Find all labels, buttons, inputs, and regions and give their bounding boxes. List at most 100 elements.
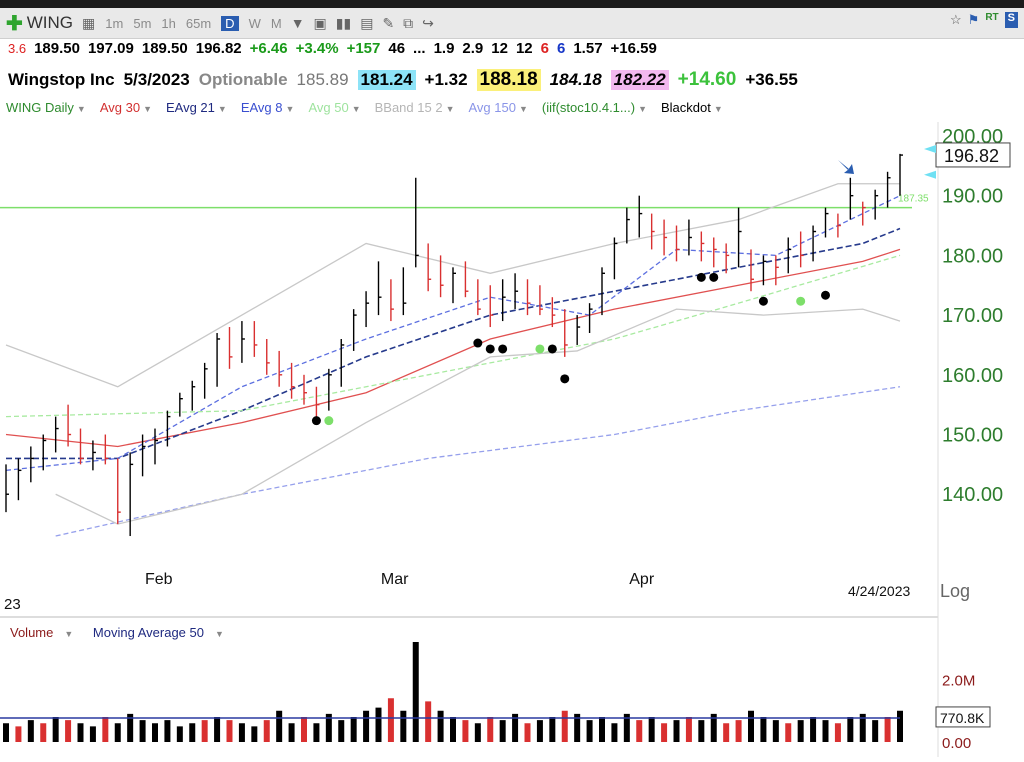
indicator-legend-item[interactable]: Avg 30 ▼ <box>100 100 159 115</box>
chevron-down-icon[interactable]: ▼ <box>76 104 86 114</box>
quote-value: 12 <box>491 40 508 57</box>
add-icon[interactable]: ✚ <box>6 12 23 35</box>
volume-bar <box>884 717 891 742</box>
pencil-icon[interactable]: ✎ <box>382 14 395 31</box>
chevron-down-icon[interactable]: ▼ <box>217 104 227 114</box>
volume-bar <box>189 723 196 742</box>
arrow-icon[interactable]: ↪ <box>422 14 434 31</box>
volume-bar <box>685 717 692 742</box>
last-price-label: 196.82 <box>944 146 999 166</box>
s-badge[interactable]: S <box>1004 12 1018 28</box>
volume-bar <box>89 726 96 742</box>
volume-bar <box>561 710 568 742</box>
volume-bar <box>176 726 183 742</box>
quote-value: 1.57 <box>573 40 603 57</box>
indicator-legend-item[interactable]: Avg 150 ▼ <box>468 100 534 115</box>
volume-ma-value: 770.8K <box>940 710 985 726</box>
volume-bar <box>226 720 233 742</box>
timeframe-5m[interactable]: 5m <box>133 15 152 31</box>
symbol-box[interactable]: ✚ WING ▦ <box>6 11 95 36</box>
support-line-label: 187.35 <box>898 194 929 205</box>
x-left-label: 23 <box>4 596 21 613</box>
bar-chart-icon[interactable]: ▮▮ <box>335 14 352 31</box>
chevron-down-icon[interactable]: ▼ <box>143 104 152 114</box>
calendar-icon[interactable]: ▤ <box>360 14 374 31</box>
blackdot-marker <box>498 344 508 354</box>
volume-bar <box>698 720 705 742</box>
chevron-down-icon[interactable]: ▼ <box>214 629 224 639</box>
timeframe-daily[interactable]: D <box>221 15 239 31</box>
volume-bar <box>673 720 680 742</box>
tv-icon[interactable]: ▣ <box>313 14 327 31</box>
quote-value: +157 <box>346 40 381 57</box>
chevron-down-icon[interactable]: ▼ <box>285 104 295 114</box>
flag-icon[interactable]: ⚑ <box>967 12 980 27</box>
series-line-avg-30 <box>5 248 901 448</box>
blackdot-marker <box>560 374 570 384</box>
price-marker-icon <box>924 170 936 179</box>
timeframe-weekly[interactable]: W <box>248 15 261 31</box>
quote-value: 197.09 <box>87 40 134 57</box>
volume-bar <box>524 723 531 742</box>
y-tick-label: 150.00 <box>942 425 1003 447</box>
indicator-legend-item[interactable]: WING Daily ▼ <box>6 100 93 115</box>
quote-value: +3.4% <box>295 40 339 57</box>
y-tick-label: 180.00 <box>942 245 1003 267</box>
volume-ma-box <box>935 706 991 728</box>
volume-bar <box>288 723 295 742</box>
chevron-down-icon[interactable]: ▼ <box>713 104 723 114</box>
volume-bar <box>127 713 134 742</box>
volume-bar <box>201 720 208 742</box>
volume-bar <box>735 720 742 742</box>
indicator-label: (iif(stoc10.4.1...) <box>541 100 636 115</box>
quote-value: ... <box>413 40 426 57</box>
volume-bar <box>512 713 519 742</box>
share-icon[interactable]: ⧉ <box>403 14 414 31</box>
grid-icon[interactable]: ▦ <box>82 14 96 31</box>
timeframe-1m[interactable]: 1m <box>105 15 124 31</box>
y-tick-label: 190.00 <box>942 186 1003 208</box>
chevron-down-icon[interactable]: ▼ <box>445 104 455 114</box>
indicator-legend-item[interactable]: Blackdot ▼ <box>661 100 730 115</box>
chevron-down-icon[interactable]: ▼ <box>518 104 528 114</box>
timeframe-1h[interactable]: 1h <box>161 15 176 31</box>
indicator-legend-item[interactable]: Avg 50 ▼ <box>308 100 367 115</box>
volume-bar <box>251 726 258 742</box>
volume-bar <box>164 720 171 742</box>
volume-bar <box>810 717 817 742</box>
quote-value: 1.9 <box>433 40 455 57</box>
symbol-text[interactable]: WING <box>26 13 74 32</box>
chevron-down-icon[interactable]: ▼ <box>290 15 305 31</box>
ma50-legend-item[interactable]: Moving Average 50 <box>92 625 204 640</box>
chevron-down-icon[interactable]: ▼ <box>64 629 74 639</box>
indicator-legend-item[interactable]: EAvg 21 ▼ <box>166 100 234 115</box>
chart-area[interactable]: 187.35 140.00 150.00 160.00 170.00 180.00 190.… <box>0 122 1024 762</box>
chevron-down-icon[interactable]: ▼ <box>351 104 361 114</box>
blackdot-marker <box>473 338 483 348</box>
blackdot-marker <box>709 272 719 282</box>
blackdot-marker <box>485 344 495 354</box>
timeframe-65m[interactable]: 65m <box>185 15 212 31</box>
x-tick-label: Feb <box>145 571 173 588</box>
rt-badge[interactable]: RT <box>985 12 999 23</box>
quote-row-1: 3.6 189.50 197.09 189.50 196.82 +6.46 +3.4% +15… <box>8 40 665 57</box>
star-icon[interactable]: ☆ <box>950 12 962 27</box>
indicator-legend-item[interactable]: (iif(stoc10.4.1...) ▼ <box>542 100 654 115</box>
volume-bar <box>425 701 432 742</box>
indicator-legend-item[interactable]: BBand 15 2 ▼ <box>375 100 462 115</box>
indicator-label: Avg 150 <box>468 100 516 115</box>
volume-bar <box>872 720 879 742</box>
volume-bar <box>77 723 84 742</box>
volume-bar <box>65 720 72 742</box>
green-dot-marker <box>796 296 806 306</box>
indicator-legend-item[interactable]: EAvg 8 ▼ <box>241 100 302 115</box>
price-volume-chart[interactable]: 187.35 140.00 150.00 160.00 170.00 180.00 190.… <box>0 122 1024 757</box>
series-line-bband-upper <box>5 183 900 388</box>
volume-bar <box>710 713 717 742</box>
y-tick-label: 160.00 <box>942 365 1003 387</box>
volume-bar <box>313 723 320 742</box>
chevron-down-icon[interactable]: ▼ <box>638 104 647 114</box>
timeframe-monthly[interactable]: M <box>270 15 282 31</box>
value-italic: 184.18 <box>549 70 602 89</box>
volume-legend-item[interactable]: Volume <box>10 625 54 640</box>
